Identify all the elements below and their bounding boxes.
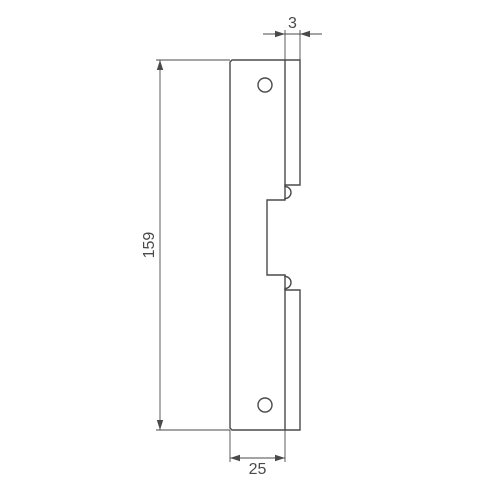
dim-arrow xyxy=(275,31,285,37)
dim-arrow xyxy=(230,455,240,461)
dim-value-height: 159 xyxy=(141,232,158,259)
plate-outline xyxy=(230,60,300,430)
dim-value-width: 25 xyxy=(249,461,267,478)
dim-arrow xyxy=(300,31,310,37)
technical-drawing: 159 25 3 xyxy=(0,0,500,500)
dim-arrow xyxy=(275,455,285,461)
dim-arrow xyxy=(157,420,163,430)
dim-value-thickness: 3 xyxy=(288,15,297,32)
mounting-hole-1 xyxy=(258,78,272,92)
dim-arrow xyxy=(157,60,163,70)
mounting-hole-2 xyxy=(258,398,272,412)
